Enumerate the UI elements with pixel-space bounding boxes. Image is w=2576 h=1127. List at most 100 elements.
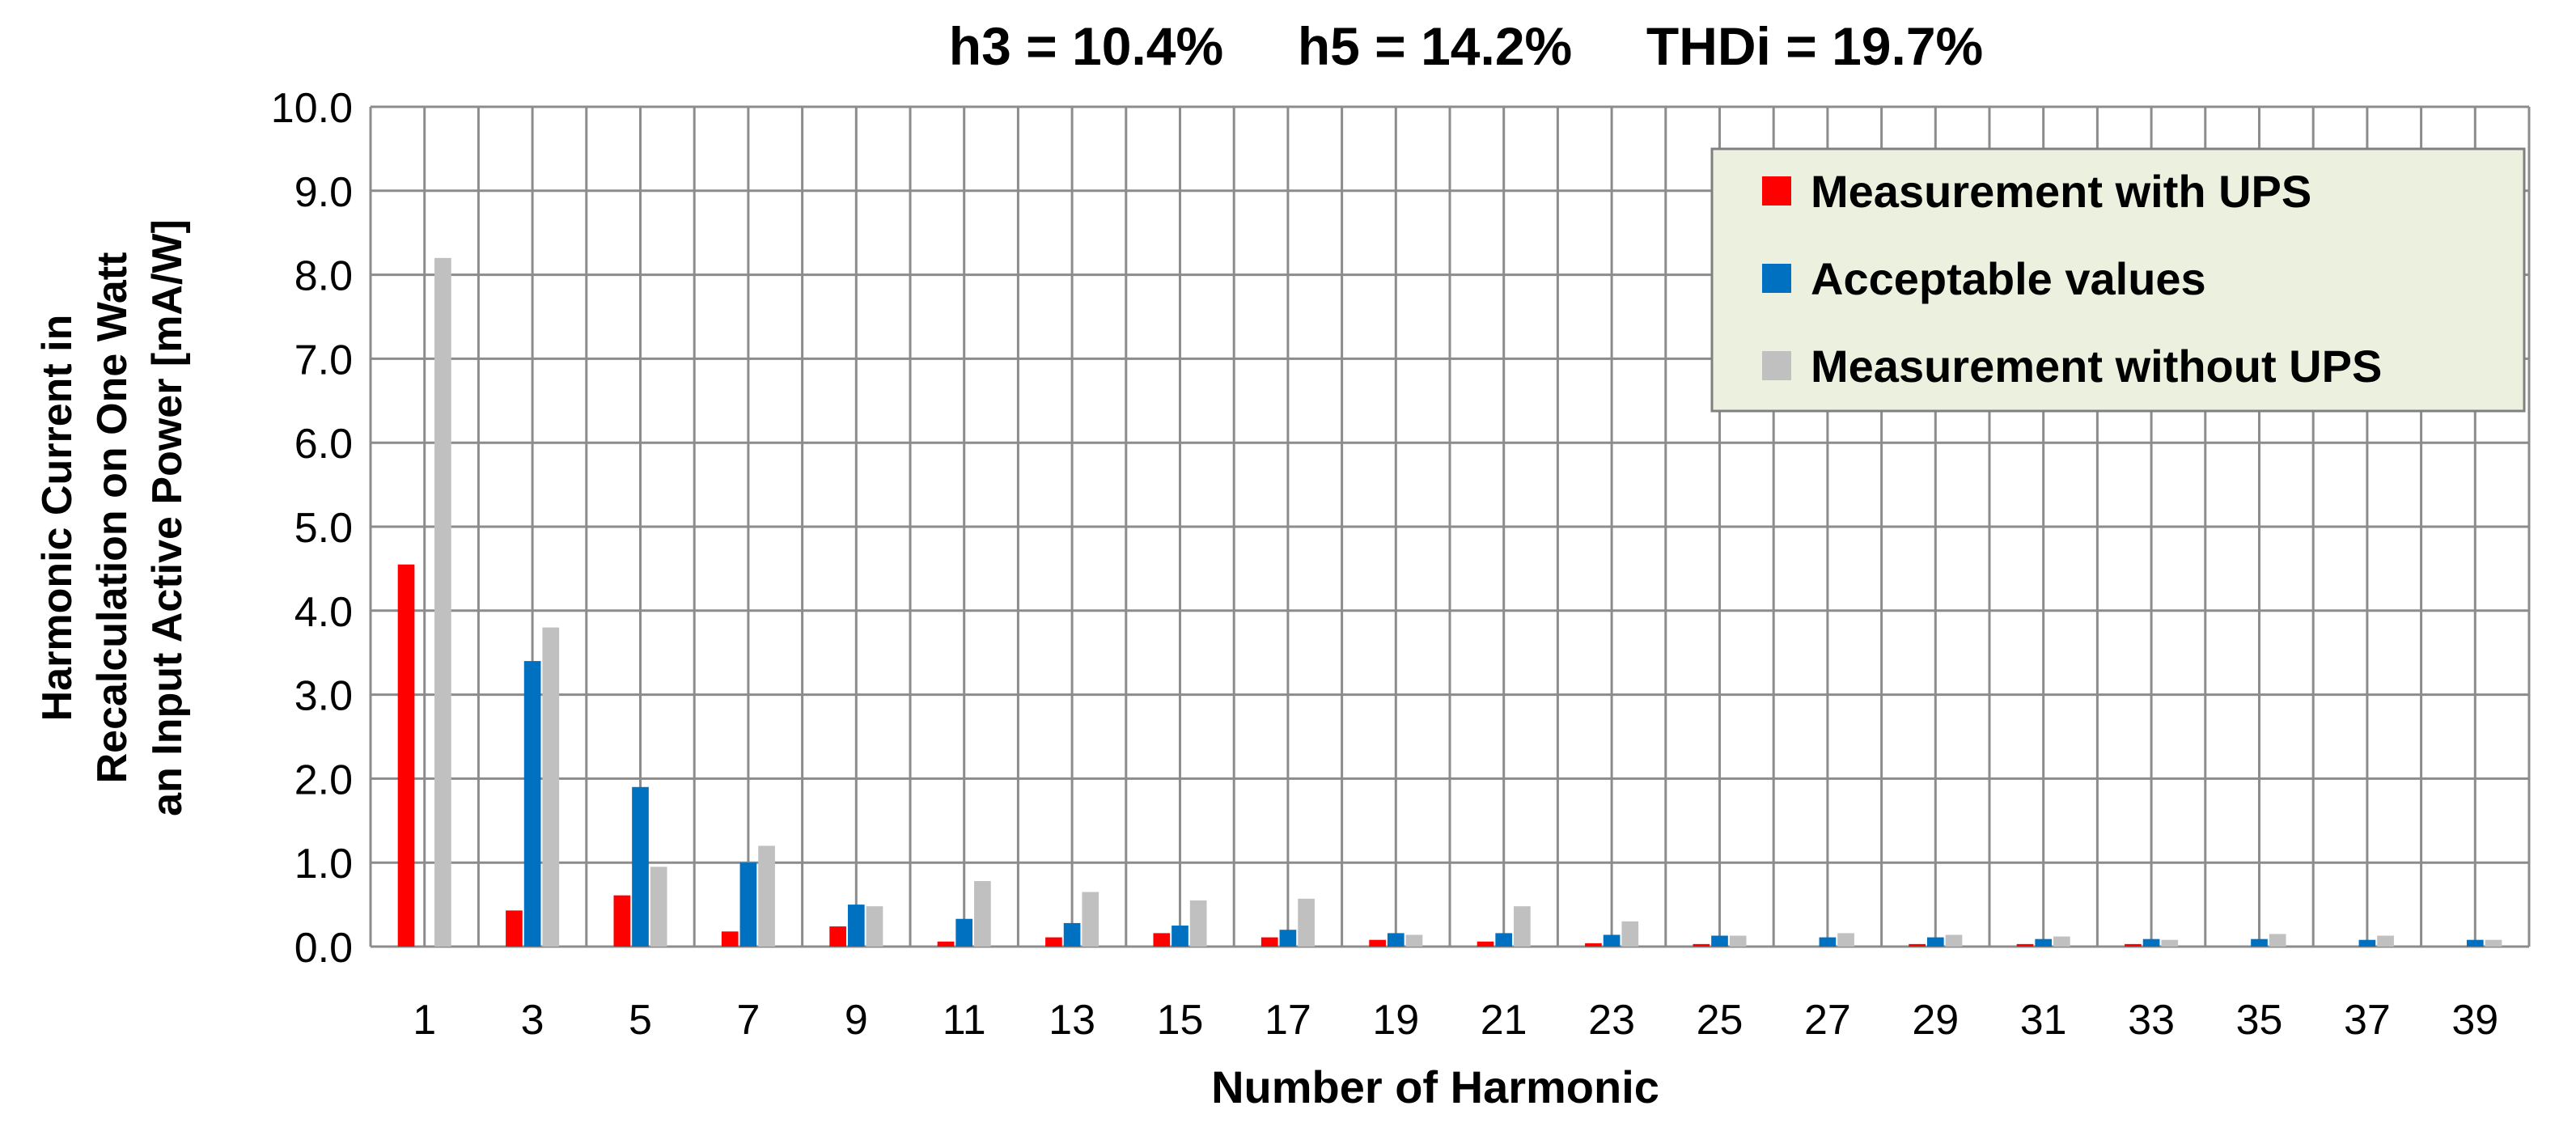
- x-tick-label: 21: [1481, 997, 1527, 1044]
- bar: [1279, 930, 1297, 947]
- legend-box: [1710, 147, 2526, 413]
- bar: [1045, 937, 1062, 947]
- x-tick-label: 3: [521, 997, 544, 1044]
- bar: [1729, 935, 1747, 947]
- bar: [2358, 939, 2376, 947]
- bar: [1495, 933, 1513, 947]
- bar: [1819, 937, 1837, 947]
- bar: [1387, 933, 1405, 947]
- x-tick-label: 1: [413, 997, 436, 1044]
- bar: [829, 926, 846, 947]
- bar: [1369, 939, 1386, 947]
- bar: [1063, 922, 1081, 947]
- bar: [2016, 943, 2034, 947]
- bar: [1082, 892, 1099, 947]
- y-axis-label-line-3: an Input Active Power [mA/W]: [144, 219, 191, 816]
- bar: [739, 862, 757, 947]
- bar: [1260, 937, 1278, 947]
- bar: [1171, 926, 1188, 947]
- bar: [2466, 939, 2484, 947]
- bar: [1693, 943, 1710, 947]
- x-tick-label: 5: [629, 997, 652, 1044]
- x-tick-label: 11: [943, 997, 986, 1044]
- bar: [2142, 938, 2160, 947]
- bar: [2485, 939, 2502, 947]
- x-tick-label: 29: [1912, 997, 1959, 1044]
- legend-label-without-ups: Measurement without UPS: [1811, 341, 2382, 392]
- bar: [1621, 921, 1639, 947]
- y-tick-label: 8.0: [294, 253, 353, 300]
- bar: [866, 906, 883, 947]
- bar: [1585, 943, 1602, 947]
- y-tick-label: 9.0: [294, 169, 353, 216]
- bar: [613, 895, 631, 947]
- y-axis-label-line-1: Harmonic Current in: [34, 315, 81, 722]
- x-tick-label: 7: [736, 997, 760, 1044]
- axes: 0.01.02.03.04.05.06.07.08.09.010.01 3 5 7 9 1…: [271, 85, 2498, 1044]
- bar: [721, 931, 739, 947]
- y-tick-label: 10.0: [271, 85, 353, 132]
- x-tick-label: 23: [1588, 997, 1635, 1044]
- bar: [1189, 900, 1207, 947]
- bar: [758, 845, 775, 947]
- x-tick-label: 27: [1804, 997, 1851, 1044]
- bar: [1477, 941, 1494, 947]
- x-tick-label: 31: [2020, 997, 2067, 1044]
- bars: [397, 257, 2502, 947]
- bar: [955, 918, 973, 947]
- bar: [2035, 938, 2053, 947]
- bar: [1405, 934, 1423, 947]
- bar: [847, 905, 865, 947]
- y-tick-label: 7.0: [294, 337, 353, 383]
- x-tick-label: 19: [1372, 997, 1419, 1044]
- y-tick-label: 6.0: [294, 421, 353, 468]
- bar: [937, 941, 955, 947]
- x-tick-label: 37: [2344, 997, 2391, 1044]
- bar: [1926, 937, 1944, 947]
- bar: [434, 257, 451, 947]
- bar: [2053, 936, 2070, 947]
- x-tick-label: 33: [2128, 997, 2175, 1044]
- bar: [2269, 934, 2286, 947]
- bar: [1298, 898, 1315, 947]
- y-axis-label: Harmonic Current in Recalculation on One…: [34, 219, 191, 816]
- bar: [2251, 938, 2268, 947]
- legend-label-acceptable: Acceptable values: [1811, 253, 2206, 304]
- legend-swatch-acceptable: [1762, 264, 1791, 293]
- bar: [1711, 935, 1728, 947]
- x-axis-label: Number of Harmonic: [1211, 1061, 1659, 1112]
- bar: [523, 661, 541, 947]
- bar: [506, 910, 523, 947]
- legend-swatch-with-ups: [1762, 176, 1791, 205]
- chart-title: h3 = 10.4% h5 = 14.2% THDi = 19.7%: [949, 16, 1983, 76]
- bar: [397, 564, 415, 947]
- x-tick-label: 25: [1697, 997, 1743, 1044]
- x-tick-label: 13: [1049, 997, 1095, 1044]
- y-tick-label: 1.0: [294, 841, 353, 888]
- x-tick-label: 9: [845, 997, 868, 1044]
- bar: [1837, 933, 1854, 947]
- bar: [974, 881, 991, 947]
- y-tick-label: 3.0: [294, 673, 353, 720]
- y-axis-label-line-2: Recalculation on One Watt: [89, 252, 136, 784]
- legend-label-with-ups: Measurement with UPS: [1811, 166, 2311, 217]
- x-tick-label: 15: [1157, 997, 1204, 1044]
- x-tick-label: 35: [2236, 997, 2283, 1044]
- y-tick-label: 0.0: [294, 925, 353, 972]
- legend-swatch-without-ups: [1762, 351, 1791, 380]
- y-tick-label: 2.0: [294, 756, 353, 803]
- bar: [2377, 935, 2394, 947]
- bar: [2161, 939, 2179, 947]
- y-tick-label: 5.0: [294, 505, 353, 552]
- bar: [2125, 943, 2142, 947]
- bar: [650, 866, 667, 947]
- bar: [632, 786, 649, 947]
- x-tick-label: 17: [1265, 997, 1311, 1044]
- bar: [542, 627, 560, 947]
- bar: [1153, 933, 1171, 947]
- bar: [1603, 934, 1621, 947]
- bar: [1514, 906, 1531, 947]
- bar: [1945, 934, 1963, 947]
